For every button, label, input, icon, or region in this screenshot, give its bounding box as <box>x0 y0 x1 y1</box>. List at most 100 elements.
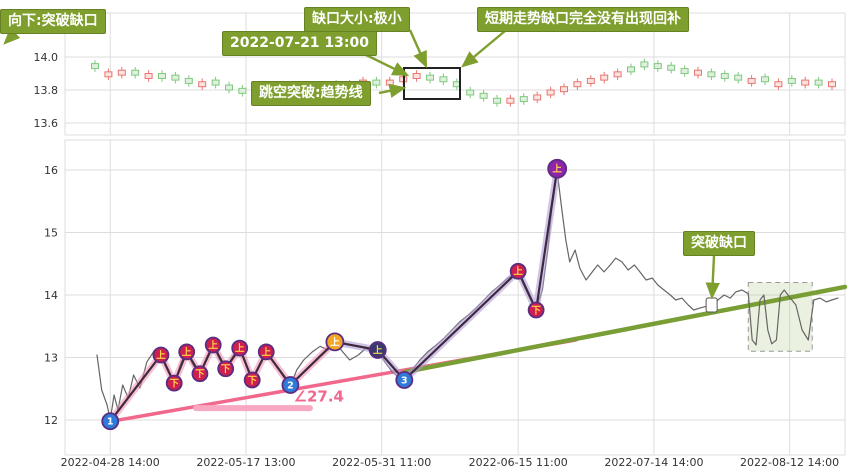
candle <box>627 63 635 76</box>
y-axis-tick: 15 <box>44 227 58 240</box>
candle <box>131 66 140 79</box>
pivot-marker-label: 上 <box>330 336 340 348</box>
candle <box>519 93 528 105</box>
x-axis-tick: 2022-04-28 14:00 <box>61 456 160 469</box>
top-panel-frame <box>64 12 846 136</box>
annotation-arrow <box>461 30 506 68</box>
pivot-marker-label: 下 <box>169 379 179 390</box>
pivot-marker: 下 <box>165 374 183 392</box>
pivot-marker: 1 <box>101 412 120 431</box>
candle <box>653 60 662 72</box>
y-axis-tick: 13 <box>44 352 58 365</box>
candle <box>814 76 823 89</box>
gap-marker <box>705 297 718 313</box>
angle-annotation: ∠27.4 <box>294 387 344 405</box>
pivot-marker: 上 <box>231 339 249 357</box>
x-axis-tick: 2022-06-15 11:00 <box>469 456 568 469</box>
x-axis-tick: 2022-05-31 11:00 <box>332 456 431 469</box>
pivot-marker: 上 <box>325 332 345 352</box>
pivot-marker: 上 <box>368 341 387 359</box>
candle <box>104 68 113 81</box>
candle <box>479 90 488 102</box>
candle <box>694 66 702 79</box>
candle <box>747 75 756 87</box>
candle <box>158 70 166 82</box>
price-line <box>96 171 839 421</box>
candle <box>225 81 233 94</box>
candle <box>734 71 743 84</box>
candle <box>466 86 475 99</box>
pivot-marker-label: 上 <box>208 339 218 351</box>
candle <box>667 61 676 74</box>
bottom-panel-frame <box>64 139 846 456</box>
annotation-arrow <box>3 27 21 45</box>
candle <box>560 83 568 95</box>
candle <box>184 75 193 87</box>
label-breakout-gap: 突破缺口 <box>683 231 755 256</box>
candle <box>385 76 394 89</box>
pivot-marker-label: 下 <box>247 375 257 386</box>
candle <box>144 70 153 82</box>
candle <box>680 65 689 77</box>
candle <box>506 94 515 107</box>
y-axis-tick: 14 <box>44 289 58 302</box>
candle <box>600 71 609 84</box>
pivot-marker-label: 上 <box>235 343 245 355</box>
pivot-marker-label: 上 <box>182 346 192 358</box>
annotation-arrow <box>705 255 720 300</box>
candle <box>586 75 595 87</box>
candle <box>720 70 729 82</box>
y-axis-tick: 14.0 <box>34 51 59 64</box>
candle <box>426 71 434 84</box>
candle <box>439 73 448 86</box>
candle <box>171 71 180 84</box>
label-gap-size: 缺口大小:极小 <box>304 7 410 32</box>
candle <box>238 85 247 97</box>
pivot-marker-label: 下 <box>221 364 231 375</box>
annotation-arrow <box>378 83 407 98</box>
candle <box>211 76 220 89</box>
pivot-marker: 上 <box>257 343 275 361</box>
candle <box>774 78 783 90</box>
pivot-marker: 下 <box>243 371 261 389</box>
pivot-marker-label: 2 <box>287 380 294 391</box>
candle <box>573 78 582 90</box>
label-jump-breakout-trendline: 跳空突破:趋势线 <box>251 81 371 106</box>
pivot-marker-label: 上 <box>552 163 562 175</box>
y-axis-tick: 12 <box>44 414 58 427</box>
candle <box>117 66 126 79</box>
pivot-marker-label: 3 <box>401 375 408 386</box>
y-axis-tick: 13.8 <box>34 84 59 97</box>
candle <box>613 68 622 81</box>
pivot-marker: 上 <box>152 346 170 364</box>
x-axis-tick: 2022-08-12 14:00 <box>740 456 839 469</box>
pivot-marker: 上 <box>178 343 196 361</box>
candle <box>640 58 649 71</box>
pivot-marker: 下 <box>527 301 545 319</box>
pivot-marker-label: 上 <box>261 346 271 358</box>
candle <box>801 76 810 89</box>
label-gap-no-refill: 短期走势缺口完全没有出现回补 <box>477 7 689 32</box>
candle <box>707 68 716 81</box>
trend-line-green <box>402 284 848 375</box>
label-gap-direction: 向下:突破缺口 <box>0 9 106 34</box>
candle <box>91 60 99 72</box>
pivot-marker-label: 上 <box>156 349 166 361</box>
candle <box>533 91 542 104</box>
x-axis-tick: 2022-07-14 14:00 <box>604 456 703 469</box>
annotation-arrow <box>408 29 428 69</box>
y-axis-tick: 16 <box>44 164 58 177</box>
candle <box>493 94 501 107</box>
pivot-marker: 上 <box>204 336 222 354</box>
pivot-marker: 上 <box>509 262 527 280</box>
candle <box>828 78 836 90</box>
pivot-marker-label: 上 <box>513 266 523 278</box>
pivot-marker-label: 1 <box>107 417 114 428</box>
pivot-marker: 3 <box>395 371 414 389</box>
pivot-marker-label: 上 <box>373 344 383 356</box>
x-axis-tick: 2022-05-17 13:00 <box>196 456 295 469</box>
label-gap-datetime: 2022-07-21 13:00 <box>222 31 377 56</box>
pivot-marker-label: 下 <box>195 369 205 380</box>
